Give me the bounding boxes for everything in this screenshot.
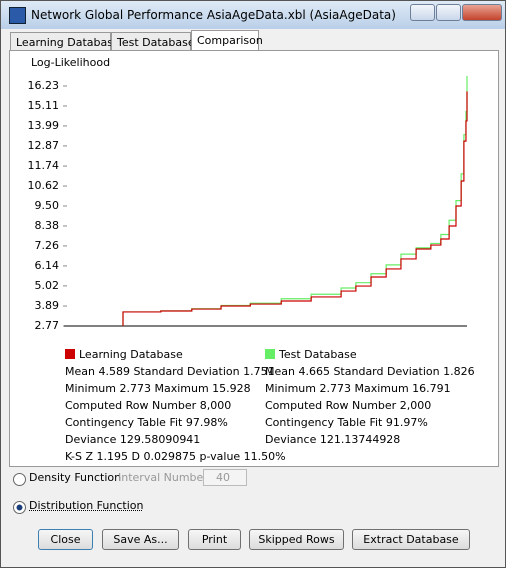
y-tick-label: 3.89 <box>35 299 60 312</box>
button[interactable]: Save As... <box>102 529 179 550</box>
y-tick-label: 7.26 <box>35 239 60 252</box>
maximize-button[interactable] <box>436 4 461 21</box>
legend-swatch <box>265 349 275 359</box>
tab[interactable]: Learning Database <box>10 32 120 50</box>
y-tick-label: 6.14 <box>35 259 60 272</box>
y-tick-label: 9.50 <box>35 199 60 212</box>
tab-selected[interactable]: Comparison <box>191 30 263 51</box>
radio-label[interactable]: Distribution Function <box>29 499 144 512</box>
statistic: Mean 4.589 Standard Deviation 1.751 <box>65 365 275 378</box>
minimize-button[interactable] <box>410 4 435 21</box>
y-tick-label: 11.74 <box>28 159 60 172</box>
tab-panel <box>9 50 499 467</box>
statistic: Deviance 121.13744928 <box>265 433 401 446</box>
statistic: Computed Row Number 8,000 <box>65 399 232 412</box>
y-tick-label: 16.23 <box>28 79 60 92</box>
button[interactable]: Skipped Rows <box>249 529 344 550</box>
app-icon <box>9 7 26 24</box>
y-tick-label: 2.77 <box>35 319 60 332</box>
y-tick-label: 13.99 <box>28 119 60 132</box>
tab[interactable]: Test Database <box>111 32 195 50</box>
button[interactable]: Extract Database <box>352 529 470 550</box>
statistic: Minimum 2.773 Maximum 16.791 <box>265 382 451 395</box>
statistic: Minimum 2.773 Maximum 15.928 <box>65 382 251 395</box>
radio-button-selected[interactable] <box>13 501 26 514</box>
legend-swatch <box>65 349 75 359</box>
title-bar: Network Global Performance AsiaAgeData.x… <box>1 1 505 29</box>
y-tick-label: 5.02 <box>35 279 60 292</box>
radio-button[interactable] <box>13 473 26 486</box>
statistic: Deviance 129.58090941 <box>65 433 201 446</box>
close-window-button[interactable] <box>462 4 502 21</box>
y-axis-label: Log-Likelihood <box>31 56 110 69</box>
radio-label[interactable]: Density Function <box>29 471 122 484</box>
statistic: Mean 4.665 Standard Deviation 1.826 <box>265 365 475 378</box>
y-tick-label: 15.11 <box>28 99 60 112</box>
statistic: Contingency Table Fit 91.97% <box>265 416 428 429</box>
y-tick-label: 8.38 <box>35 219 60 232</box>
legend-label: Test Database <box>279 348 357 361</box>
series-line <box>122 76 468 326</box>
field-label: Interval Number <box>118 471 208 484</box>
window-title: Network Global Performance AsiaAgeData.x… <box>31 8 396 22</box>
button[interactable]: Close <box>38 529 93 550</box>
ks-statistic: K-S Z 1.195 D 0.029875 p-value 11.50% <box>65 450 286 463</box>
statistic: Computed Row Number 2,000 <box>265 399 432 412</box>
y-tick-label: 10.62 <box>28 179 60 192</box>
y-tick-label: 12.87 <box>28 139 60 152</box>
statistic: Contingency Table Fit 97.98% <box>65 416 228 429</box>
spinner: 40 <box>203 469 247 486</box>
chart: Log-Likelihood 2.77 3.89 5.02 6.14 7.26 8.38 9… <box>28 56 468 332</box>
legend-label: Learning Database <box>79 348 183 361</box>
button[interactable]: Print <box>188 529 241 550</box>
series-line <box>122 91 468 326</box>
